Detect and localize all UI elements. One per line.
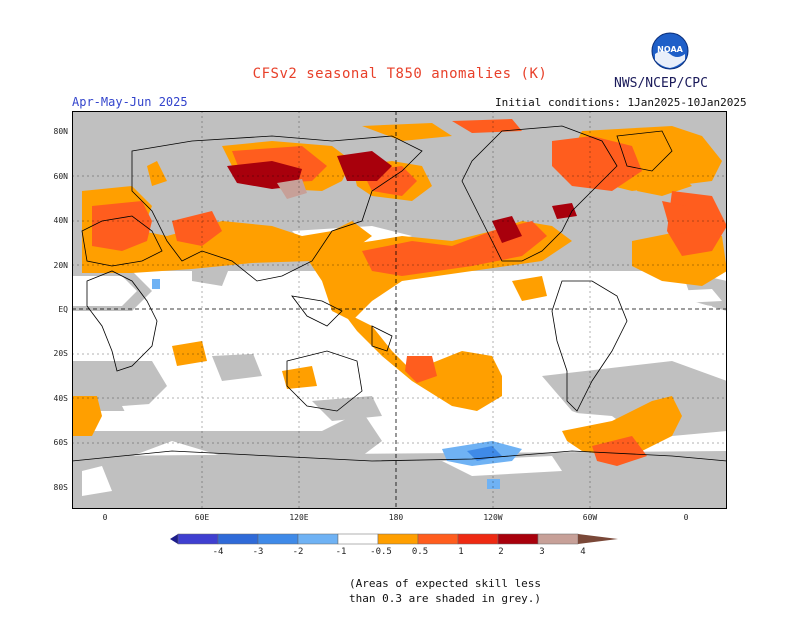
lon-label-120e: 120E <box>289 513 309 522</box>
forecast-period: Apr-May-Jun 2025 <box>72 95 188 109</box>
agency-label: NWS/NCEP/CPC <box>614 76 708 91</box>
colorbar-label: -1 <box>335 547 347 557</box>
lat-label-60n: 60N <box>53 172 68 181</box>
colorbar-segment <box>377 533 419 545</box>
lat-label-80s: 80S <box>53 483 68 492</box>
graticule <box>72 111 727 509</box>
colorbar-segment <box>297 533 339 545</box>
colorbar-label: -4 <box>212 547 224 557</box>
colorbar-segment <box>537 533 579 545</box>
map-frame <box>72 111 727 509</box>
skill-note: (Areas of expected skill less than 0.3 a… <box>349 576 541 606</box>
colorbar-label: -3 <box>252 547 264 557</box>
lon-label-120w: 120W <box>483 513 503 522</box>
lat-label-eq: EQ <box>58 305 68 314</box>
colorbar-label: 1 <box>458 547 464 557</box>
coastlines <box>72 125 727 462</box>
lon-label-180: 180 <box>388 513 404 522</box>
map-title: CFSv2 seasonal T850 anomalies (K) <box>252 66 548 82</box>
colorbar-segment <box>257 533 299 545</box>
skill-note-line1: (Areas of expected skill less <box>349 577 542 590</box>
lon-label-0-right: 0 <box>683 513 689 522</box>
colorbar-label: 3 <box>539 547 545 557</box>
colorbar-label: 4 <box>580 547 586 557</box>
colorbar <box>170 533 618 545</box>
colorbar-segment <box>417 533 459 545</box>
lon-label-60e: 60E <box>194 513 210 522</box>
colorbar-label: -2 <box>292 547 304 557</box>
lat-label-20s: 20S <box>53 349 68 358</box>
noaa-logo: NOAA <box>651 32 689 70</box>
lat-label-60s: 60S <box>53 438 68 447</box>
colorbar-segment <box>457 533 499 545</box>
lat-label-20n: 20N <box>53 261 68 270</box>
colorbar-label: 0.5 <box>411 547 429 557</box>
initial-conditions: Initial conditions: 1Jan2025-10Jan2025 <box>495 96 747 109</box>
colorbar-segment <box>497 533 539 545</box>
warm-anomaly-3-4 <box>277 179 307 199</box>
colorbar-segment <box>177 533 219 545</box>
logo-text: NOAA <box>657 45 683 54</box>
lon-label-60w: 60W <box>582 513 598 522</box>
colorbar-arrow-left <box>170 534 178 544</box>
lat-label-40s: 40S <box>53 394 68 403</box>
cold-anomaly-areas <box>152 279 522 489</box>
lat-label-80n: 80N <box>53 127 68 136</box>
colorbar-arrow-right <box>578 534 618 544</box>
neutral-skill-areas <box>72 226 722 496</box>
colorbar-segment <box>217 533 259 545</box>
anomaly-map <box>72 111 727 509</box>
lat-label-40n: 40N <box>53 216 68 225</box>
colorbar-segment <box>337 533 379 545</box>
colorbar-label: 2 <box>498 547 504 557</box>
colorbar-label: -0.5 <box>370 547 392 557</box>
lon-label-0: 0 <box>102 513 108 522</box>
skill-note-line2: than 0.3 are shaded in grey.) <box>349 592 542 605</box>
warm-anomaly-2-3 <box>227 151 577 243</box>
